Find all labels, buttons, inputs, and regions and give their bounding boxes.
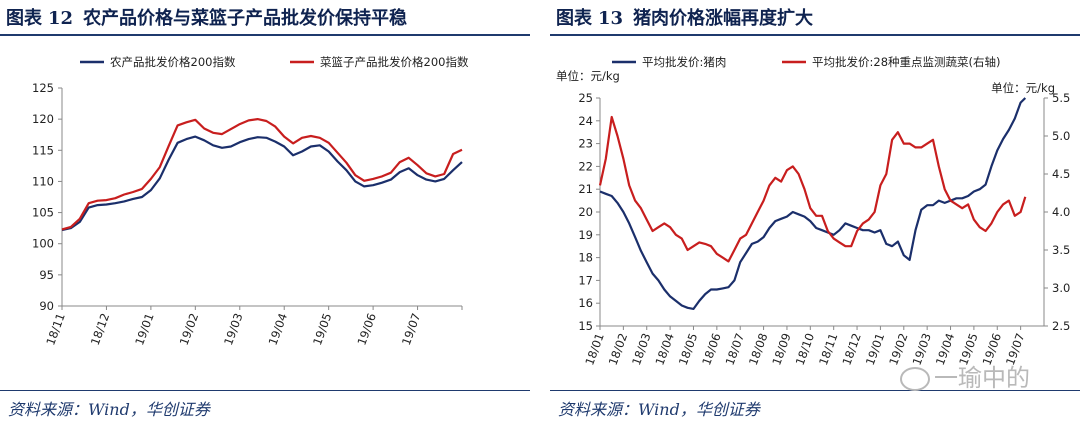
right-left-y-tick-label: 23 bbox=[578, 137, 593, 151]
right-x-tick-label: 18/10 bbox=[793, 331, 817, 367]
right-series-line bbox=[599, 97, 1027, 310]
right-left-y-tick-label: 17 bbox=[578, 273, 593, 287]
right-x-tick-label: 19/01 bbox=[863, 331, 887, 367]
right-series-line bbox=[598, 115, 1027, 263]
right-bottom-rule bbox=[550, 390, 1080, 391]
left-y-tick-label: 100 bbox=[32, 237, 54, 251]
right-figure: 图表 13 猪肉价格涨幅再度扩大 15 16 17 18 19 20 21 22 23 24 25 2.5… bbox=[550, 0, 1080, 421]
left-x-tick-label: 19/03 bbox=[221, 311, 245, 347]
left-figure: 图表 12 农产品价格与菜篮子产品批发价保持平稳 90 95 100 105 110 115 1… bbox=[0, 0, 530, 421]
left-y-tick-label: 90 bbox=[39, 299, 54, 313]
right-left-y-tick-label: 22 bbox=[578, 159, 593, 173]
watermark-text: 一瑜中的 bbox=[934, 364, 1030, 392]
right-right-y-tick-label: 3.0 bbox=[1052, 281, 1070, 295]
right-right-y-tick-label: 4.5 bbox=[1052, 167, 1070, 181]
right-title-number: 13 bbox=[598, 8, 624, 29]
left-x-tick-label: 19/01 bbox=[132, 311, 156, 347]
right-chart: 15 16 17 18 19 20 21 22 23 24 25 2.5 3.0 3.5 4.0 4.5 5.0… bbox=[556, 55, 1070, 367]
right-x-tick-label: 18/07 bbox=[723, 331, 747, 367]
left-series-line bbox=[61, 135, 463, 232]
right-title-text: 猪肉价格涨幅再度扩大 bbox=[633, 8, 814, 29]
right-right-y-tick-label: 4.0 bbox=[1052, 205, 1070, 219]
right-left-y-tick-label: 19 bbox=[578, 228, 593, 242]
right-left-y-tick-label: 25 bbox=[578, 91, 593, 105]
right-source-note: 资料来源：Wind，华创证券 bbox=[558, 400, 760, 419]
watermark: 一瑜中的 bbox=[900, 358, 1030, 393]
right-x-tick-label: 18/08 bbox=[746, 331, 770, 367]
right-left-y-tick-label: 24 bbox=[578, 114, 593, 128]
left-title-text: 农产品价格与菜篮子产品批发价保持平稳 bbox=[83, 8, 408, 29]
right-left-y-tick-label: 18 bbox=[578, 251, 593, 265]
right-right-unit-label: 单位：元/kg bbox=[991, 81, 1055, 95]
left-chart: 90 95 100 105 110 115 120 125 18/11 18/12 19/01 19/… bbox=[32, 55, 469, 347]
left-title-number: 12 bbox=[48, 8, 74, 29]
left-x-tick-label: 18/12 bbox=[88, 311, 112, 347]
left-y-tick-label: 125 bbox=[32, 81, 54, 95]
left-y-tick-label: 95 bbox=[39, 268, 54, 282]
left-y-tick-label: 115 bbox=[32, 143, 54, 157]
right-x-tick-label: 18/02 bbox=[606, 331, 630, 367]
left-y-tick-label: 120 bbox=[32, 112, 54, 126]
left-title-prefix: 图表 bbox=[6, 8, 42, 29]
right-figure-title: 图表 13 猪肉价格涨幅再度扩大 bbox=[556, 4, 813, 30]
right-x-tick-label: 18/03 bbox=[629, 331, 653, 367]
right-x-tick-label: 18/06 bbox=[699, 331, 723, 367]
right-legend-label: 平均批发价:28种重点监测蔬菜(右轴) bbox=[812, 55, 1000, 69]
left-bottom-rule bbox=[0, 390, 530, 391]
right-title-prefix: 图表 bbox=[556, 8, 592, 29]
left-x-tick-label: 19/07 bbox=[399, 311, 423, 347]
left-legend-label: 菜篮子产品批发价格200指数 bbox=[320, 55, 469, 69]
right-right-y-tick-label: 5.5 bbox=[1052, 91, 1070, 105]
right-left-y-tick-label: 15 bbox=[578, 319, 593, 333]
left-series-line bbox=[61, 118, 463, 231]
right-legend-label: 平均批发价:猪肉 bbox=[642, 55, 726, 69]
right-x-tick-label: 18/01 bbox=[582, 331, 606, 367]
right-x-tick-label: 18/09 bbox=[769, 331, 793, 367]
left-x-tick-label: 19/05 bbox=[310, 311, 334, 347]
left-top-rule bbox=[0, 34, 530, 36]
left-figure-title: 图表 12 农产品价格与菜篮子产品批发价保持平稳 bbox=[6, 4, 407, 30]
right-right-y-tick-label: 3.5 bbox=[1052, 243, 1070, 257]
right-left-y-tick-label: 21 bbox=[578, 182, 593, 196]
right-left-y-tick-label: 16 bbox=[578, 296, 593, 310]
left-x-tick-label: 19/02 bbox=[177, 311, 201, 347]
left-source-note: 资料来源：Wind，华创证券 bbox=[8, 400, 210, 419]
right-left-y-tick-label: 20 bbox=[578, 205, 593, 219]
left-x-tick-label: 18/11 bbox=[43, 311, 67, 347]
left-y-tick-label: 105 bbox=[32, 206, 54, 220]
right-x-tick-label: 18/11 bbox=[816, 331, 840, 367]
right-x-tick-label: 18/12 bbox=[839, 331, 863, 367]
left-y-tick-label: 110 bbox=[32, 174, 54, 188]
left-x-tick-label: 19/04 bbox=[266, 311, 290, 347]
left-x-tick-label: 19/06 bbox=[354, 311, 378, 347]
right-x-tick-label: 18/05 bbox=[676, 331, 700, 367]
right-left-unit-label: 单位：元/kg bbox=[556, 69, 620, 83]
wechat-icon bbox=[900, 367, 930, 391]
left-legend-label: 农产品批发价格200指数 bbox=[110, 55, 236, 69]
right-x-tick-label: 18/04 bbox=[652, 331, 676, 367]
right-right-y-tick-label: 2.5 bbox=[1052, 319, 1070, 333]
right-right-y-tick-label: 5.0 bbox=[1052, 129, 1070, 143]
right-top-rule bbox=[550, 34, 1080, 36]
